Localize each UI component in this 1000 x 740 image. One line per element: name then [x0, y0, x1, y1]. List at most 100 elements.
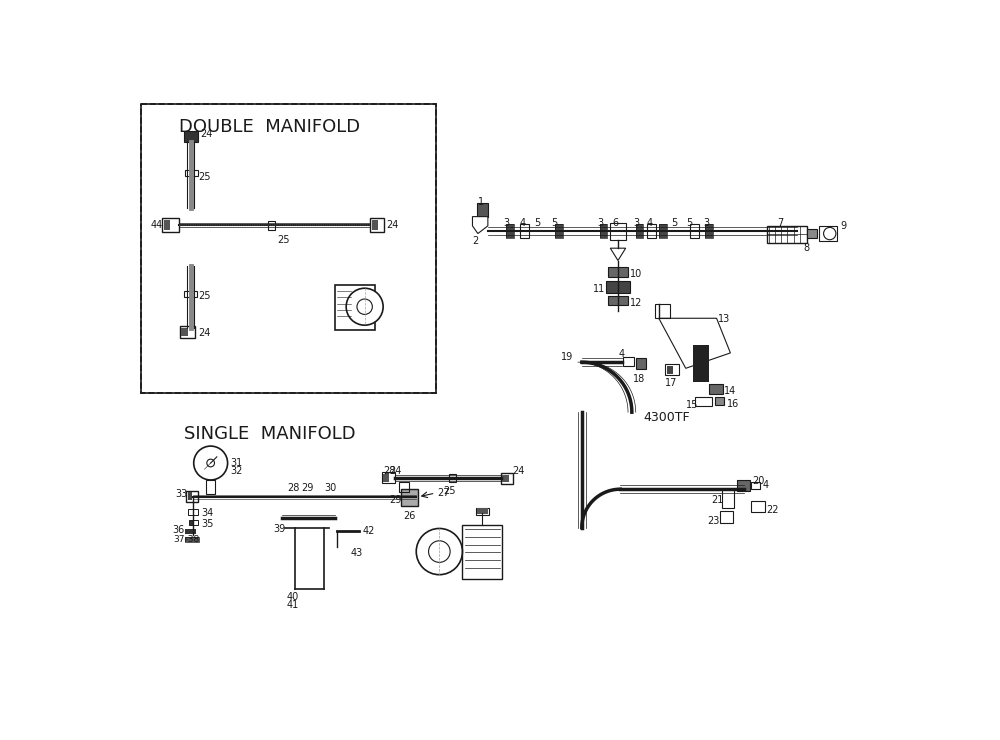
Bar — [477, 508, 488, 514]
Bar — [709, 384, 723, 394]
Bar — [520, 224, 529, 238]
Text: 32: 32 — [230, 466, 242, 476]
Bar — [268, 221, 275, 229]
Text: 12: 12 — [630, 298, 642, 309]
Text: 3: 3 — [633, 218, 640, 228]
Bar — [186, 491, 198, 502]
Bar — [462, 525, 502, 579]
Text: 42: 42 — [362, 526, 375, 536]
Circle shape — [429, 541, 450, 562]
Text: 3: 3 — [503, 218, 509, 228]
Bar — [181, 328, 188, 336]
Bar — [185, 529, 196, 534]
Text: 26: 26 — [403, 511, 416, 521]
Circle shape — [346, 288, 383, 325]
Text: 28: 28 — [383, 466, 396, 476]
Text: 25: 25 — [278, 235, 290, 245]
Bar — [623, 357, 634, 366]
Text: 5: 5 — [551, 218, 557, 228]
Text: 15: 15 — [686, 400, 698, 410]
Text: 4300TF: 4300TF — [643, 411, 690, 424]
Text: 39: 39 — [274, 524, 286, 534]
Bar — [185, 537, 199, 542]
Bar — [372, 220, 378, 230]
Bar — [506, 224, 514, 238]
Bar — [401, 489, 418, 506]
Text: 11: 11 — [593, 283, 606, 294]
Text: 40: 40 — [286, 593, 298, 602]
Bar — [189, 520, 198, 525]
Bar — [370, 218, 384, 232]
Text: 19: 19 — [561, 352, 573, 362]
Bar — [695, 397, 712, 406]
Bar — [401, 489, 418, 506]
Bar — [666, 366, 673, 374]
Text: 27: 27 — [437, 488, 450, 499]
Circle shape — [824, 227, 836, 240]
Bar — [610, 223, 626, 240]
Bar — [606, 280, 630, 293]
Bar — [206, 480, 215, 494]
Bar — [188, 509, 198, 514]
Bar — [476, 508, 489, 514]
Text: 8: 8 — [804, 243, 810, 253]
Bar — [709, 384, 723, 394]
Text: 35: 35 — [201, 519, 214, 529]
Text: 30: 30 — [324, 483, 336, 493]
Polygon shape — [610, 248, 626, 260]
Bar — [715, 397, 724, 405]
Text: 4: 4 — [646, 218, 653, 228]
Bar — [705, 224, 713, 238]
Text: 16: 16 — [727, 399, 739, 409]
Circle shape — [416, 528, 462, 575]
Text: 43: 43 — [351, 548, 363, 558]
Text: 17: 17 — [665, 378, 677, 388]
Bar — [807, 229, 817, 238]
Bar — [636, 224, 643, 238]
Bar — [608, 266, 628, 278]
Bar — [184, 131, 198, 142]
Text: 6: 6 — [613, 218, 619, 228]
Bar — [705, 224, 713, 238]
Bar — [477, 203, 488, 217]
Text: 24: 24 — [201, 129, 213, 139]
Bar — [164, 220, 170, 230]
Text: 3: 3 — [703, 218, 710, 228]
Bar — [506, 224, 514, 238]
Text: 33: 33 — [175, 489, 187, 500]
Text: 23: 23 — [707, 517, 720, 526]
Bar — [636, 358, 646, 369]
Bar — [501, 473, 513, 484]
Bar — [190, 521, 193, 525]
Bar — [715, 397, 724, 405]
Text: 5: 5 — [534, 218, 540, 228]
Bar — [767, 226, 807, 243]
Text: 29: 29 — [389, 494, 402, 505]
Circle shape — [194, 446, 228, 480]
Bar — [807, 229, 817, 238]
Bar — [665, 365, 679, 375]
Text: 13: 13 — [718, 314, 730, 324]
Text: 25: 25 — [198, 172, 211, 182]
Bar — [162, 218, 179, 232]
Text: 28: 28 — [288, 483, 300, 493]
Bar — [184, 291, 197, 297]
Text: 24: 24 — [512, 466, 525, 476]
Bar — [722, 489, 734, 508]
Bar — [141, 104, 436, 393]
Text: 5: 5 — [686, 218, 692, 228]
Text: 3: 3 — [597, 218, 603, 228]
Text: 4: 4 — [619, 349, 625, 359]
Bar — [180, 326, 195, 337]
Bar — [335, 285, 375, 330]
Text: 37-38: 37-38 — [174, 536, 200, 545]
Text: 44: 44 — [151, 220, 163, 229]
Text: 9: 9 — [841, 221, 847, 231]
Bar — [819, 226, 837, 241]
Text: 25: 25 — [198, 292, 211, 301]
Text: 34: 34 — [201, 508, 214, 519]
Bar — [382, 472, 395, 483]
Text: 4: 4 — [763, 480, 769, 490]
Bar — [502, 474, 509, 482]
Bar — [659, 224, 667, 238]
